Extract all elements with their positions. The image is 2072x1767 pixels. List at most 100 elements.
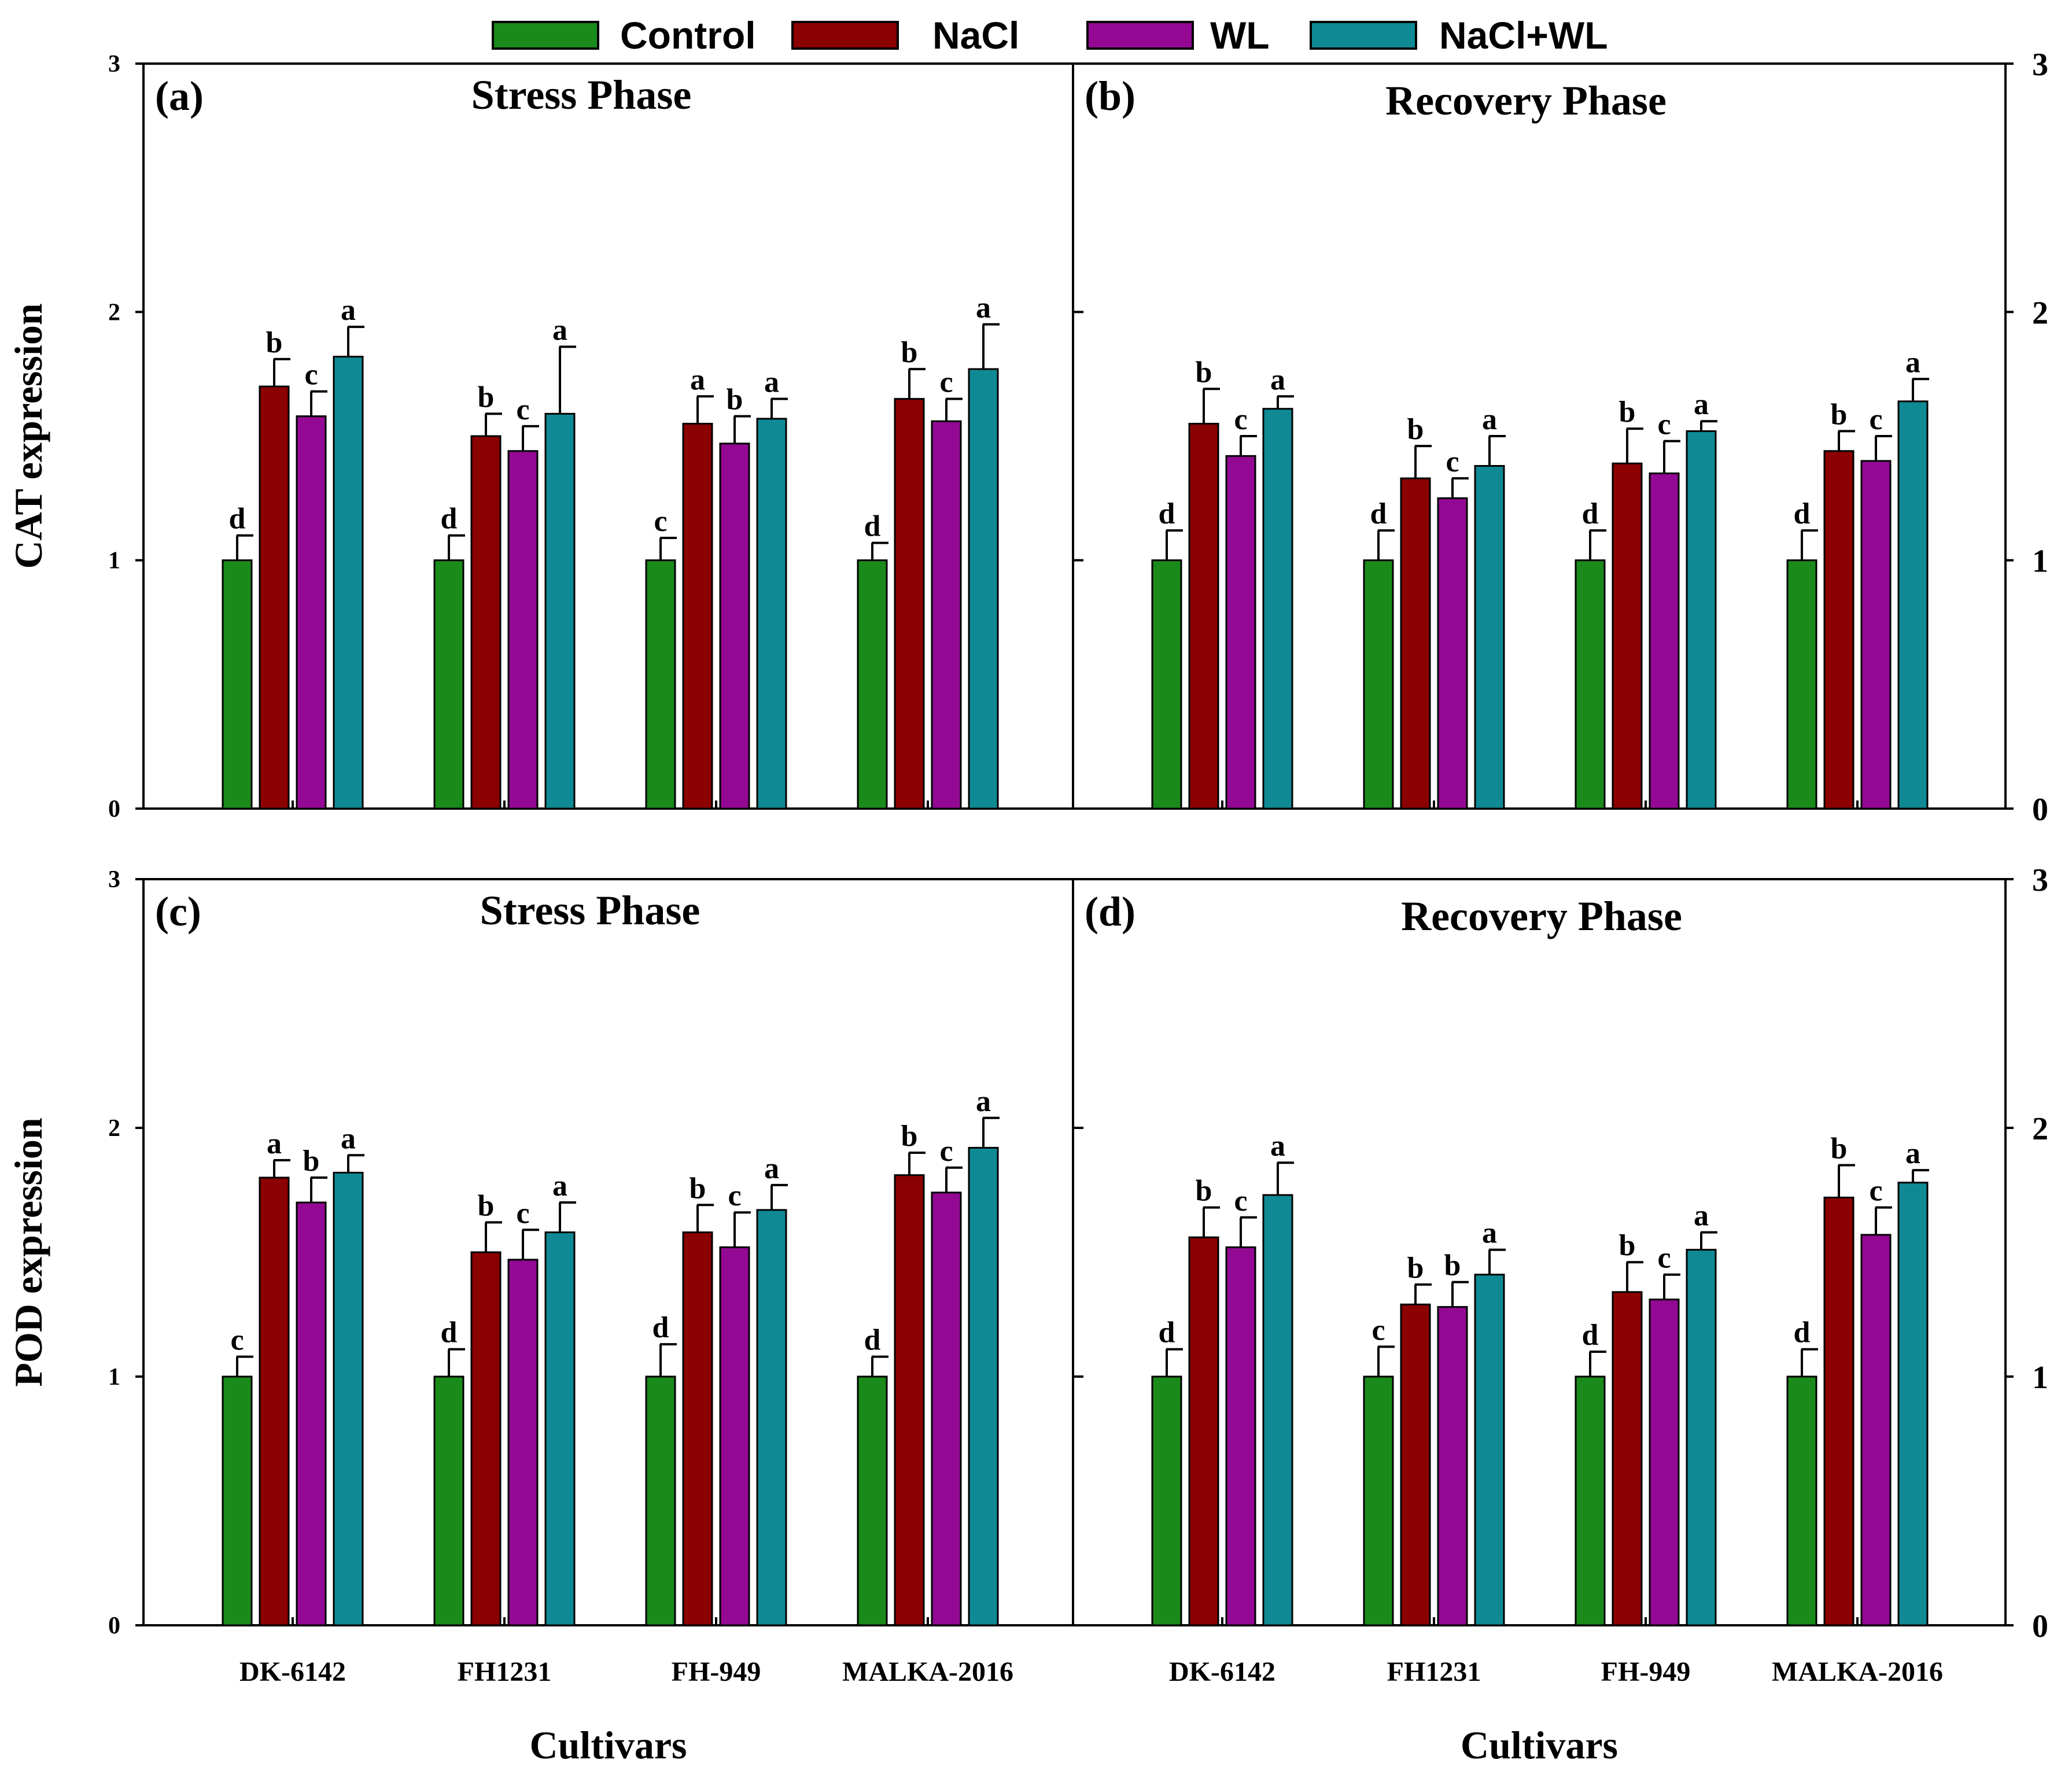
x-tick-label: MALKA-2016 (1772, 1657, 1943, 1687)
bar-nacl (1188, 1236, 1219, 1626)
significance-letter: a (341, 294, 356, 327)
significance-letter: a (1694, 1200, 1709, 1233)
significance-letter: a (690, 363, 705, 396)
bar-nacl (470, 1251, 502, 1626)
y-tick-label: 2 (108, 1115, 120, 1142)
bar-nacl (894, 1174, 925, 1626)
significance-letter: a (1905, 346, 1920, 379)
bar-nacl (1612, 462, 1643, 810)
bar-control (1151, 559, 1182, 810)
y-tick-label: 0 (2032, 792, 2048, 828)
legend-swatch-wl (1086, 21, 1194, 50)
panel-title: Stress Phase (480, 887, 701, 934)
significance-letter: c (1371, 1314, 1385, 1347)
bar-nacl-wl (1474, 465, 1505, 810)
panel-letter: (b) (1085, 73, 1135, 119)
bar-nacl (1188, 423, 1219, 810)
x-tick-label: FH1231 (1387, 1657, 1481, 1687)
bar-wl (1649, 1298, 1680, 1626)
y-tick-label: 0 (108, 796, 120, 822)
legend-swatch-nacl (791, 21, 899, 50)
y-tick-label: 3 (108, 866, 120, 893)
panel-frame-b (1072, 62, 2007, 810)
bar-control (1363, 559, 1394, 810)
panel-title: Recovery Phase (1401, 893, 1682, 939)
significance-letter: b (1407, 1252, 1424, 1285)
bar-nacl-wl (333, 1171, 364, 1626)
significance-letter: d (1794, 1316, 1811, 1349)
panel-letter: (d) (1085, 888, 1135, 935)
bar-control (1151, 1375, 1182, 1626)
significance-letter: a (341, 1122, 356, 1155)
significance-letter: a (267, 1127, 282, 1160)
bar-nacl-wl (1474, 1274, 1505, 1626)
significance-letter: c (728, 1179, 741, 1212)
legend-label-nacl-wl: NaCl+WL (1439, 14, 1608, 57)
significance-letter: d (441, 503, 458, 536)
bar-wl (1860, 460, 1892, 810)
panel-title: Recovery Phase (1385, 78, 1667, 124)
y-axis-label: CAT expression (6, 303, 50, 569)
x-axis-label: Cultivars (530, 1723, 687, 1767)
significance-letter: d (652, 1311, 669, 1344)
y-tick-label: 3 (2032, 862, 2048, 898)
bar-control (1575, 559, 1606, 810)
significance-letter: b (1196, 1175, 1212, 1208)
bar-nacl-wl (544, 1231, 576, 1626)
bar-control (645, 1375, 676, 1626)
panel-c: 0 1 2 3 POD expression (c) Stress Phase DK-6142… (6, 866, 1074, 1767)
significance-letter: c (1869, 403, 1882, 436)
significance-letter: a (1270, 1130, 1285, 1163)
bar-wl (1437, 497, 1468, 810)
bar-nacl (682, 423, 713, 810)
bar-nacl (894, 398, 925, 810)
bar-wl (719, 1246, 750, 1626)
bar-control (857, 559, 888, 810)
significance-letter: b (1831, 398, 1848, 431)
significance-letter: d (1582, 497, 1599, 530)
significance-letter: c (939, 1135, 953, 1168)
bar-nacl-wl (333, 356, 364, 810)
significance-letter: b (303, 1145, 320, 1178)
legend-label-nacl: NaCl (932, 14, 1019, 57)
bar-nacl-wl (1897, 400, 1929, 810)
bar-nacl-wl (544, 412, 576, 810)
y-tick-label: 1 (2032, 544, 2048, 580)
significance-letter: d (1159, 1316, 1175, 1349)
significance-letter: d (1159, 497, 1175, 530)
bar-nacl (1823, 1196, 1855, 1626)
legend-label-control: Control (620, 14, 756, 57)
y-tick-label: 2 (2032, 1111, 2048, 1147)
y-tick-label: 0 (108, 1613, 120, 1639)
bar-control (857, 1375, 888, 1626)
significance-letter: c (304, 359, 318, 392)
y-axis-label: POD expression (6, 1117, 50, 1386)
bar-wl (1225, 455, 1256, 810)
bar-nacl (259, 1176, 290, 1626)
y-tick-label: 3 (2032, 47, 2048, 83)
panel-title: Stress Phase (471, 72, 692, 118)
bar-wl (1860, 1234, 1892, 1626)
x-tick-label: FH-949 (1601, 1657, 1691, 1687)
significance-letter: c (1657, 408, 1671, 441)
bar-nacl (682, 1231, 713, 1626)
x-tick-label: DK-6142 (1169, 1657, 1275, 1687)
y-tick-label: 1 (108, 548, 120, 574)
significance-letter: b (1444, 1249, 1461, 1282)
legend-swatch-control (492, 21, 599, 50)
bar-control (1363, 1375, 1394, 1626)
bar-wl (719, 442, 750, 810)
bar-control (433, 1375, 464, 1626)
significance-letter: b (1619, 396, 1636, 429)
y-tick-label: 2 (2032, 295, 2048, 331)
significance-letter: c (1869, 1175, 1882, 1208)
significance-letter: b (478, 1189, 495, 1222)
y-tick-label: 0 (2032, 1609, 2048, 1644)
x-tick-label: FH-949 (672, 1657, 761, 1687)
x-axis-label: Cultivars (1461, 1723, 1618, 1767)
